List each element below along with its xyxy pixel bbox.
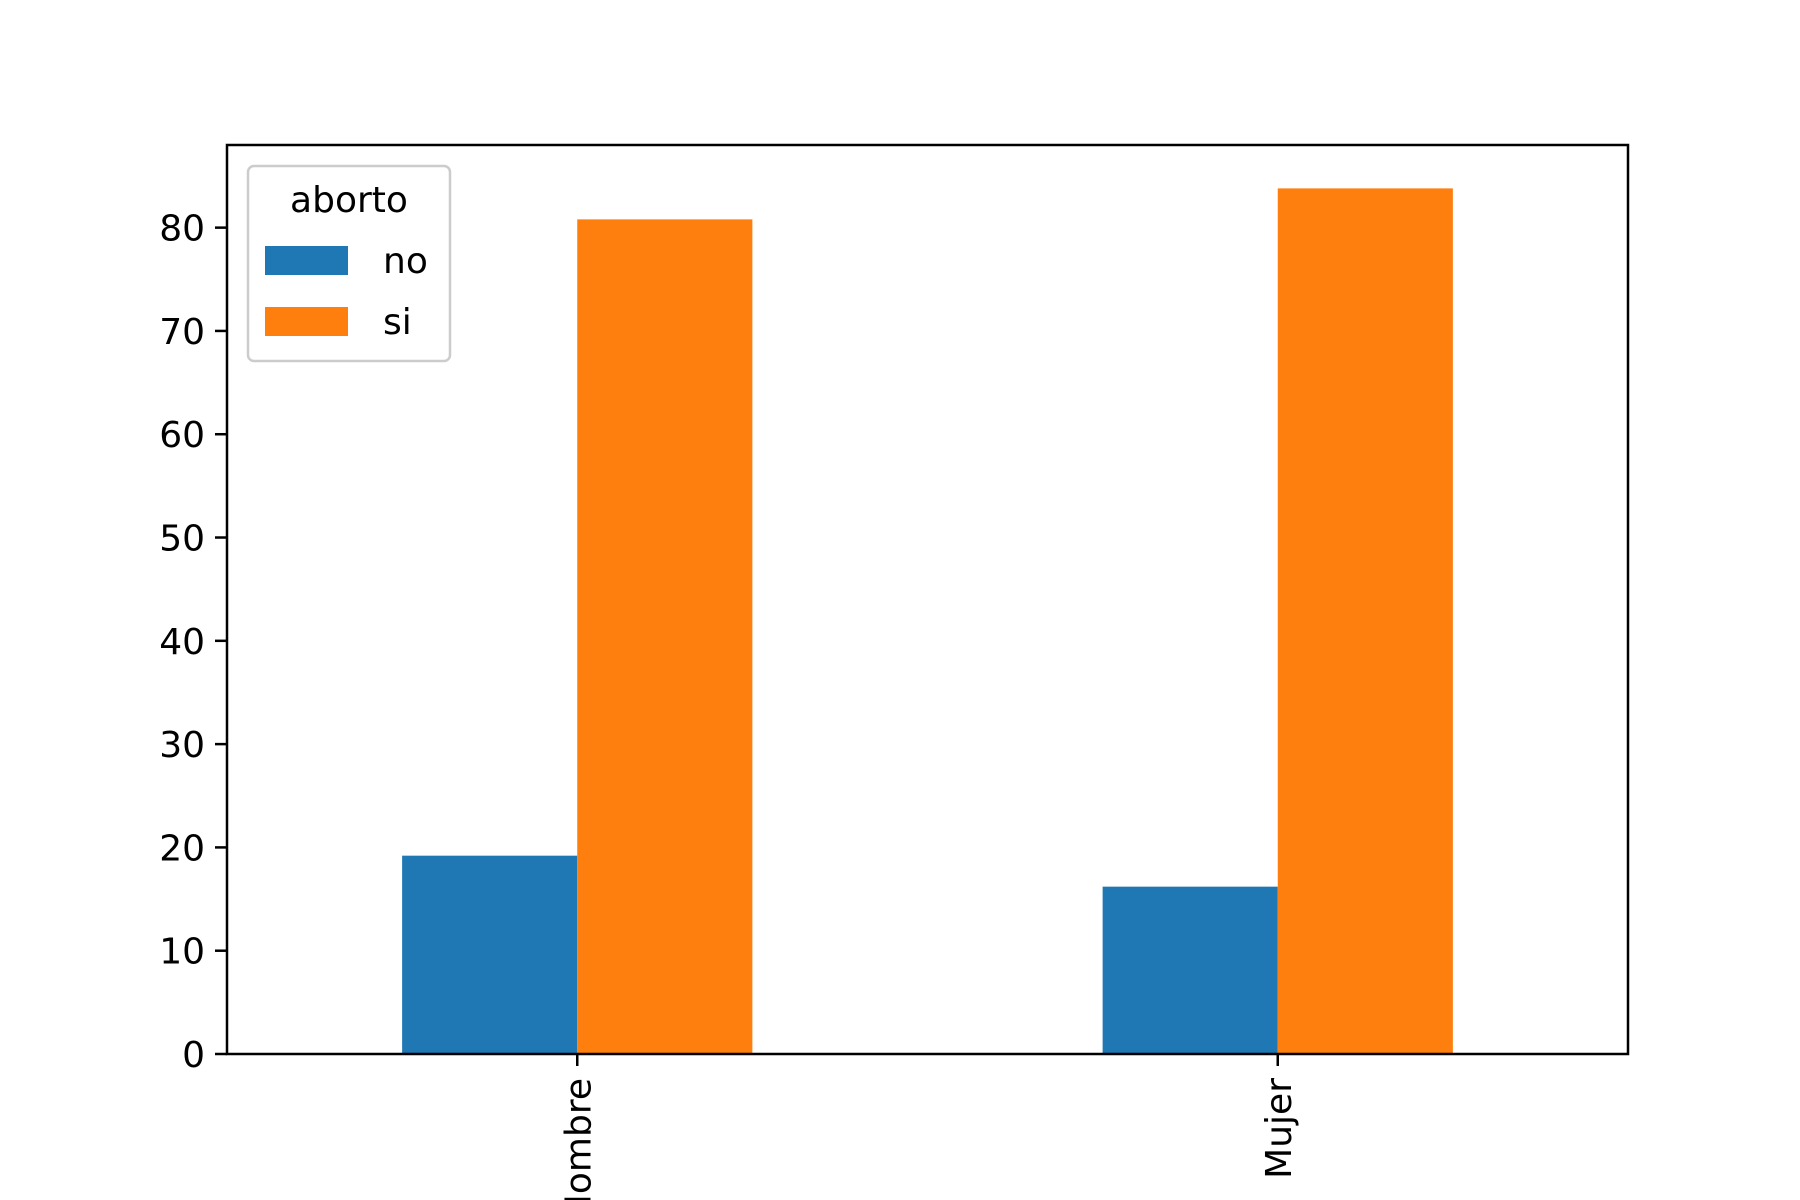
x-axis: Hombre Mujer bbox=[558, 1054, 1300, 1200]
x-tick-label-mujer: Mujer bbox=[1259, 1078, 1300, 1179]
y-tick-label-70: 70 bbox=[159, 312, 205, 353]
y-tick-label-50: 50 bbox=[159, 519, 205, 560]
bar-no-hombre bbox=[402, 855, 578, 1054]
plot-frame bbox=[225, 143, 1630, 1056]
bars-layer bbox=[402, 188, 1453, 1054]
legend-swatch-no bbox=[265, 246, 348, 275]
legend-swatch-si bbox=[265, 307, 348, 336]
legend-label-si: si bbox=[383, 302, 412, 343]
legend-label-no: no bbox=[383, 241, 428, 282]
bar-no-mujer bbox=[1102, 886, 1278, 1054]
y-tick-label-10: 10 bbox=[159, 932, 205, 973]
y-tick-label-30: 30 bbox=[159, 725, 205, 766]
bar-si-mujer bbox=[1277, 188, 1453, 1054]
y-tick-label-40: 40 bbox=[159, 622, 205, 663]
x-tick-label-hombre: Hombre bbox=[558, 1078, 599, 1200]
legend: aborto no si bbox=[246, 164, 452, 363]
y-tick-label-80: 80 bbox=[159, 209, 205, 250]
y-tick-label-0: 0 bbox=[182, 1035, 205, 1076]
y-axis: 0 10 20 30 40 50 60 70 80 bbox=[159, 209, 227, 1076]
bar-si-hombre bbox=[577, 219, 753, 1054]
y-tick-label-20: 20 bbox=[159, 828, 205, 869]
y-tick-label-60: 60 bbox=[159, 415, 205, 456]
legend-title: aborto bbox=[290, 180, 408, 221]
